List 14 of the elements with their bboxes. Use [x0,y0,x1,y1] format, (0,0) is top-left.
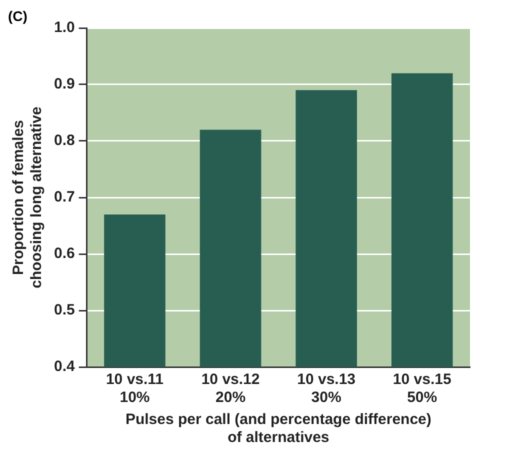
y-tick-label: 0.4 [54,358,76,376]
x-tick-label: 10 vs.13 30% [297,371,356,406]
x-tick-label: 10 vs.15 50% [392,371,452,406]
y-axis-title: Proportion of females choosing long alternative [10,106,46,288]
y-tick-label: 0.9 [54,76,75,93]
y-tick-label: 1.0 [54,19,75,36]
y-tick-label: 0.5 [54,302,75,319]
x-axis-title: Pulses per call (and percentage difference) of alternatives [125,411,432,446]
y-tick-label: 0.8 [54,132,75,150]
x-tick-label: 10 vs.12 20% [201,371,260,406]
text: (C) [8,8,28,24]
x-tick-label: 10 vs.11 10% [106,371,164,406]
y-tick-label: 0.6 [54,245,75,262]
y-tick-label: 0.7 [54,188,75,206]
